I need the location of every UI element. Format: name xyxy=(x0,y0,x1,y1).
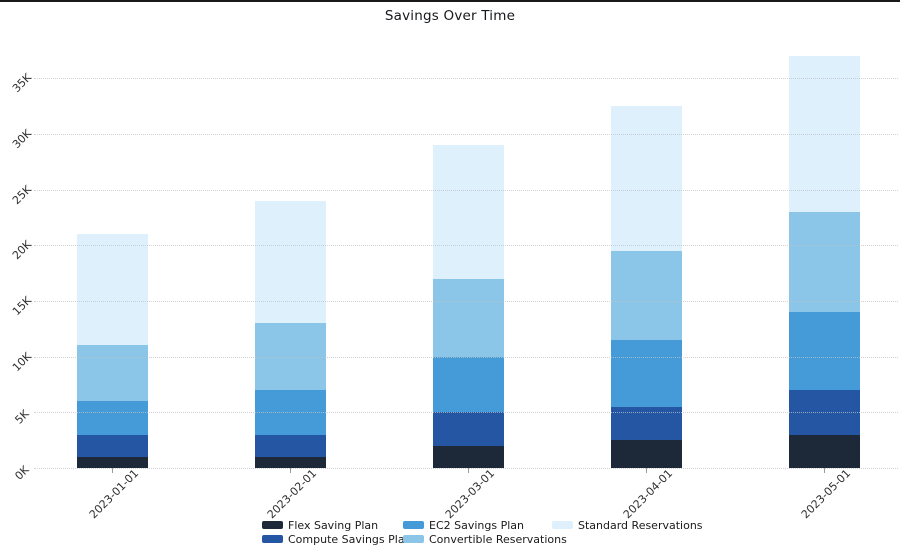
bar-segment-2 xyxy=(610,406,682,441)
x-axis-tick xyxy=(824,468,826,473)
legend-label: Flex Saving Plan xyxy=(288,519,379,532)
bar-segment-2 xyxy=(76,434,148,457)
x-tick-label: 2023-01-01 xyxy=(86,466,142,522)
bar-segment-4 xyxy=(610,250,682,340)
gridline-5K xyxy=(34,412,898,414)
gridline-15K xyxy=(34,300,898,302)
bar-segment-4 xyxy=(254,323,326,390)
window-top-border xyxy=(0,0,900,2)
y-tick-label: 25K xyxy=(9,182,35,207)
x-axis-tick xyxy=(290,468,292,473)
bar-segment-4 xyxy=(76,345,148,402)
gridline-25K xyxy=(34,189,898,191)
bar-segment-2 xyxy=(432,412,504,446)
x-axis-tick xyxy=(468,468,470,473)
gridline-30K xyxy=(34,133,898,135)
bar-segment-2 xyxy=(788,390,860,435)
legend-swatch xyxy=(403,535,424,543)
bar-segment-2 xyxy=(254,434,326,457)
x-tick-label: 2023-05-01 xyxy=(799,466,854,522)
y-tick-label: 5K xyxy=(12,407,32,427)
x-axis-tick xyxy=(646,468,648,473)
bar-segment-5 xyxy=(76,234,148,346)
y-tick-label: 30K xyxy=(9,126,35,151)
chart-title: Savings Over Time xyxy=(384,8,516,24)
gridline-10K xyxy=(34,356,898,358)
legend-label: Convertible Reservations xyxy=(429,533,567,546)
bar-segment-5 xyxy=(432,144,504,279)
bar-segment-1 xyxy=(788,434,860,468)
legend-swatch xyxy=(262,521,283,529)
gridline-0K xyxy=(34,468,898,469)
gridline-20K xyxy=(34,245,898,247)
bar-segment-1 xyxy=(76,456,148,468)
y-tick-label: 0K xyxy=(12,463,32,483)
x-tick-label: 2023-03-01 xyxy=(442,466,498,522)
bar-segment-5 xyxy=(610,105,682,251)
legend-label: EC2 Savings Plan xyxy=(429,519,524,532)
bar-segment-1 xyxy=(610,440,682,468)
legend-swatch xyxy=(552,521,573,529)
bar-segment-1 xyxy=(432,445,504,468)
x-axis-tick xyxy=(112,468,113,473)
y-tick-label: 10K xyxy=(9,349,35,374)
bar-segment-1 xyxy=(254,456,326,468)
bar-segment-5 xyxy=(254,200,326,324)
legend-label: Standard Reservations xyxy=(578,519,703,532)
bar-segment-3 xyxy=(76,401,148,435)
legend-swatch xyxy=(403,521,424,529)
x-tick-label: 2023-02-01 xyxy=(264,466,320,522)
gridline-35K xyxy=(34,78,898,80)
legend-label: Compute Savings Plan xyxy=(288,533,412,546)
bar-segment-3 xyxy=(610,339,682,407)
bar-segment-5 xyxy=(788,55,860,212)
legend-swatch xyxy=(262,535,283,543)
bar-segment-3 xyxy=(432,356,504,413)
x-tick-label: 2023-04-01 xyxy=(621,466,676,522)
bar-segment-3 xyxy=(788,312,860,390)
y-tick-label: 35K xyxy=(9,70,35,96)
y-tick-label: 20K xyxy=(9,238,35,263)
bar-segment-4 xyxy=(788,211,860,313)
bar-segment-4 xyxy=(432,278,504,357)
bar-segment-3 xyxy=(254,390,326,435)
y-tick-label: 15K xyxy=(9,293,35,318)
